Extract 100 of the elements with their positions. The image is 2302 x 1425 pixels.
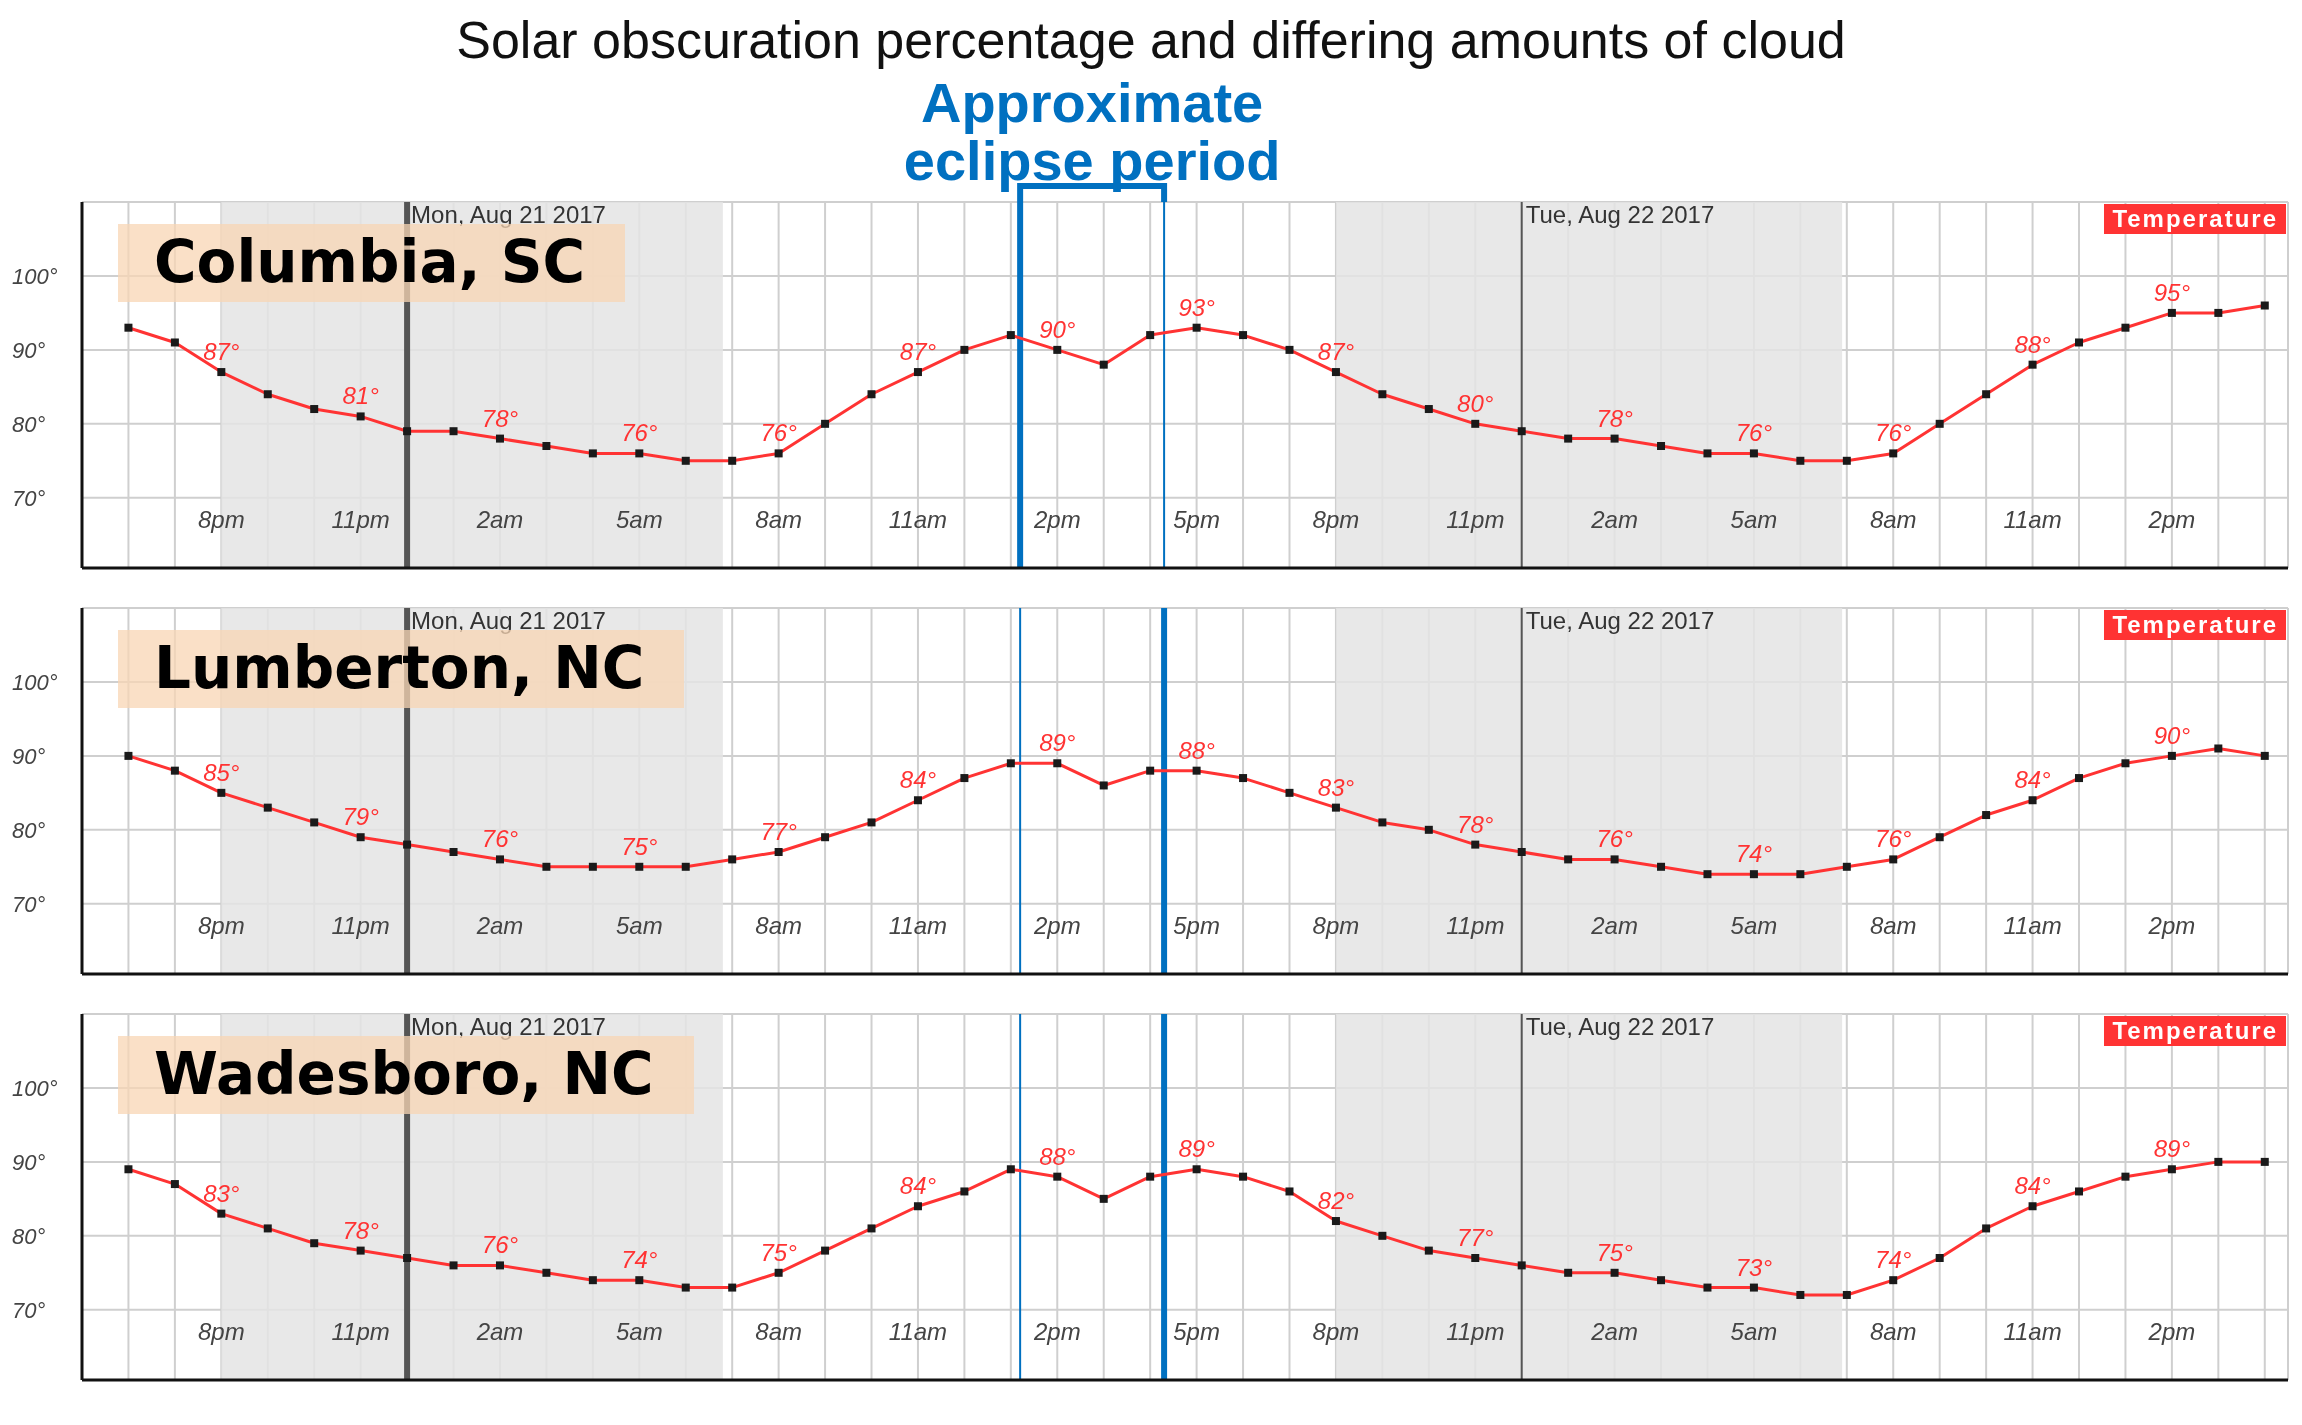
data-label: 84° [2014, 1172, 2052, 1200]
x-tick-label: 11am [2003, 1318, 2062, 1345]
x-tick-label: 2am [1590, 506, 1638, 533]
ref-line-label: Tue, Aug 22 2017 [1525, 1013, 1715, 1041]
x-tick-label: 8pm [197, 1318, 245, 1345]
x-tick-label: 11pm [331, 506, 390, 533]
y-tick-label: 90° [12, 337, 46, 363]
text: Temperature [2104, 204, 2286, 234]
y-tick-label: 70° [12, 1297, 46, 1323]
data-label: 75° [621, 832, 658, 860]
data-label: 93° [1178, 293, 1216, 321]
data-label: 75° [1596, 1238, 1634, 1266]
y-tick-label: 100° [12, 263, 58, 289]
x-tick-label: 5am [1730, 1318, 1778, 1345]
x-tick-label: 11pm [331, 1318, 390, 1345]
x-tick-label: 8pm [197, 506, 245, 533]
data-label: 85° [203, 758, 240, 786]
x-tick-label: 11am [888, 506, 948, 533]
x-tick-label: 8am [1869, 1318, 1917, 1345]
x-tick-label: 2am [475, 912, 524, 939]
y-tick-label: 100° [12, 1075, 58, 1101]
data-label: 76° [760, 419, 798, 447]
data-label: 76° [1875, 825, 1912, 853]
data-label: 90° [1039, 315, 1076, 343]
x-tick-label: 5pm [1173, 506, 1220, 533]
x-tick-label: 11am [2003, 912, 2062, 939]
x-tick-label: 11pm [1446, 1318, 1505, 1345]
data-label: 84° [899, 766, 937, 794]
data-label: 81° [342, 382, 380, 410]
x-tick-label: 8am [1869, 912, 1917, 939]
y-tick-label: 80° [12, 1223, 46, 1249]
data-label: 77° [760, 818, 798, 845]
data-label: 76° [1735, 419, 1773, 447]
x-tick-label: 8am [755, 506, 802, 533]
x-tick-label: 11am [888, 912, 948, 939]
x-tick-label: 8pm [197, 912, 245, 939]
data-label: 88° [1178, 736, 1216, 764]
data-label: 74° [1875, 1246, 1912, 1274]
data-label: 83° [1317, 773, 1355, 801]
text: Temperature [2104, 610, 2286, 640]
data-label: 89° [1178, 1135, 1216, 1163]
data-label: 82° [1317, 1187, 1355, 1215]
text: Temperature [2104, 1016, 2286, 1046]
x-tick-label: 5am [615, 1318, 663, 1345]
x-tick-label: 11am [888, 1318, 948, 1345]
data-label: 88° [1039, 1142, 1076, 1170]
x-tick-label: 8am [1869, 506, 1917, 533]
data-label: 84° [899, 1172, 937, 1200]
data-label: 84° [2014, 766, 2052, 794]
x-tick-label: 2am [475, 506, 524, 533]
data-label: 87° [1317, 338, 1355, 366]
data-label: 78° [1457, 810, 1494, 838]
data-label: 74° [621, 1246, 658, 1274]
x-tick-label: 2pm [2147, 912, 2196, 939]
x-tick-label: 2pm [1032, 912, 1081, 939]
x-tick-label: 5am [615, 506, 663, 533]
x-tick-label: 2am [475, 1318, 524, 1345]
x-tick-label: 8pm [1312, 912, 1360, 939]
data-label: 78° [481, 404, 519, 432]
ref-line-label: Tue, Aug 22 2017 [1525, 607, 1715, 635]
data-label: 75° [760, 1238, 798, 1266]
text: Columbia, SC [118, 224, 626, 302]
data-label: 76° [481, 825, 519, 853]
x-tick-label: 5am [615, 912, 663, 939]
x-tick-label: 2pm [1032, 506, 1081, 533]
y-tick-label: 80° [12, 817, 46, 843]
x-tick-label: 11pm [1446, 912, 1505, 939]
ref-line-label: Tue, Aug 22 2017 [1525, 201, 1715, 229]
data-label: 77° [1457, 1224, 1494, 1251]
x-tick-label: 11pm [331, 912, 390, 939]
data-label: 80° [1457, 389, 1494, 417]
x-tick-label: 2pm [1032, 1318, 1081, 1345]
y-tick-label: 70° [12, 485, 46, 511]
y-tick-label: 100° [12, 669, 58, 695]
data-label: 90° [2153, 721, 2191, 749]
x-tick-label: 5am [1730, 506, 1778, 533]
x-tick-label: 8pm [1312, 1318, 1360, 1345]
data-label: 76° [1875, 419, 1912, 447]
ref-line-label: Approximate eclipse period [903, 71, 1281, 192]
data-label: 73° [1735, 1253, 1773, 1281]
data-label: 79° [342, 803, 380, 831]
data-label: 74° [1735, 840, 1773, 868]
y-tick-label: 90° [12, 1149, 46, 1175]
data-label: 88° [2014, 330, 2052, 358]
text: Lumberton, NC [118, 630, 685, 708]
x-tick-label: 2pm [2147, 1318, 2196, 1345]
text: Wadesboro, NC [118, 1036, 694, 1114]
data-label: 89° [2153, 1135, 2191, 1163]
x-tick-label: 8am [755, 912, 802, 939]
x-tick-label: 8am [755, 1318, 802, 1345]
data-label: 78° [1596, 404, 1634, 432]
y-tick-label: 80° [12, 411, 46, 437]
y-tick-label: 90° [12, 743, 46, 769]
x-tick-label: 5pm [1173, 1318, 1220, 1345]
x-tick-label: 11am [2003, 506, 2062, 533]
x-tick-label: 2pm [2147, 506, 2196, 533]
data-label: 76° [481, 1231, 519, 1259]
x-tick-label: 8pm [1312, 506, 1360, 533]
x-tick-label: 5am [1730, 912, 1778, 939]
data-label: 87° [899, 338, 937, 366]
